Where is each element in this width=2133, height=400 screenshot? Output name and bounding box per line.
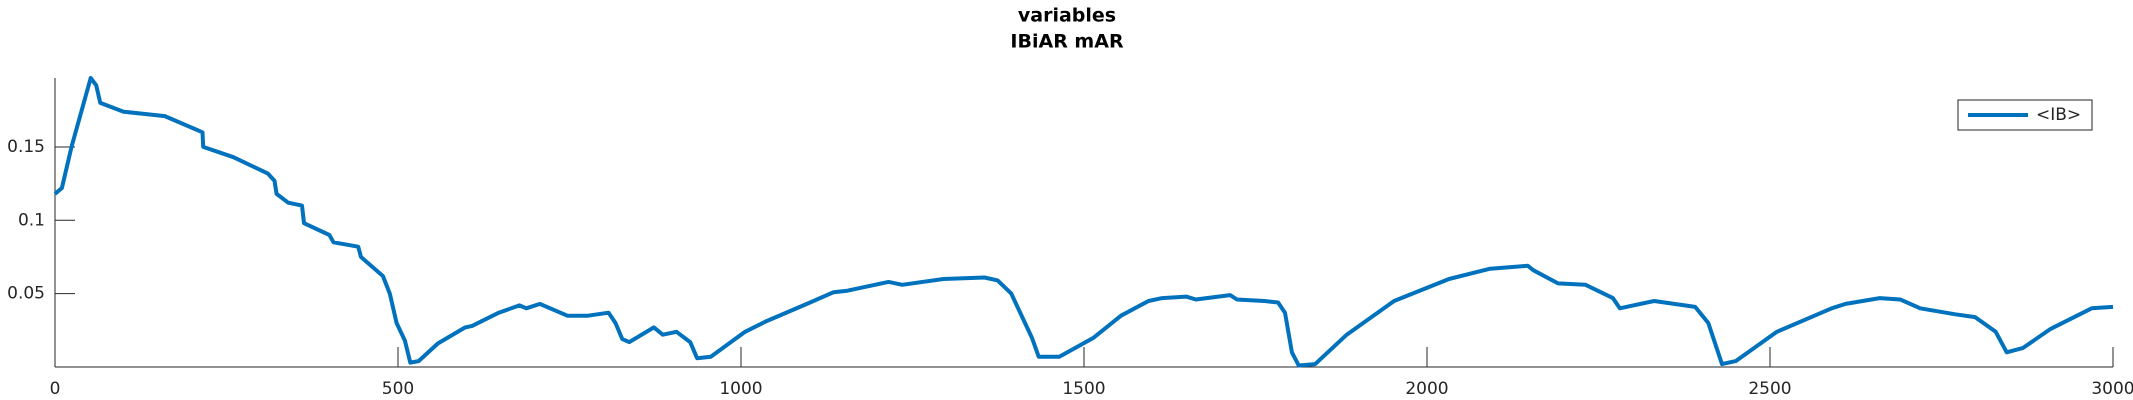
x-tick-label: 1000 (719, 379, 762, 399)
y-tick-label: 0.05 (7, 284, 45, 304)
x-tick-label: 1500 (1062, 379, 1105, 399)
x-tick-label: 3000 (2091, 379, 2133, 399)
y-tick-label: 0.15 (7, 137, 45, 157)
x-tick-label: 2000 (1405, 379, 1448, 399)
y-tick-label: 0.1 (18, 210, 45, 230)
legend-label: <IB> (2036, 105, 2081, 125)
chart-title: variables (1018, 5, 1116, 27)
chart-subtitle: IBiAR mAR (1010, 31, 1124, 53)
x-tick-label: 2500 (1748, 379, 1791, 399)
x-tick-label: 500 (382, 379, 414, 399)
line-series (53, 76, 2114, 368)
x-tick-label: 0 (50, 379, 61, 399)
